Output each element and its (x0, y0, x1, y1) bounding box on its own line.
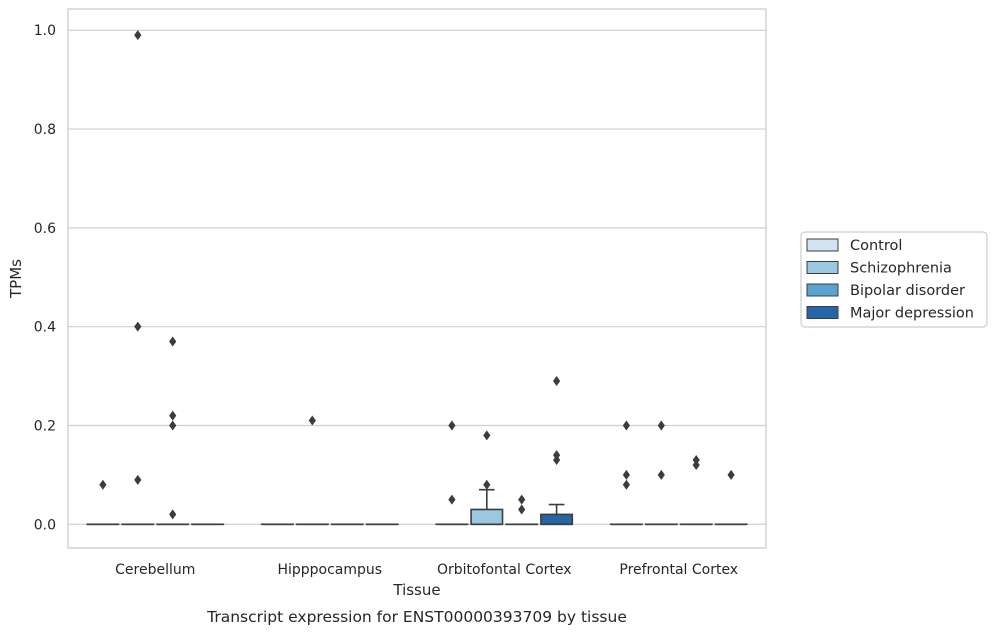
legend-label: Control (850, 238, 902, 254)
outlier-point (657, 469, 665, 480)
plot-frame (67, 8, 767, 549)
outlier-point (483, 430, 491, 441)
outlier-point (657, 420, 665, 431)
x-axis-label: Tissue (392, 581, 440, 599)
outlier-point (622, 420, 630, 431)
outlier-point (134, 321, 142, 332)
outlier-point (518, 504, 526, 515)
outlier-point (308, 415, 316, 426)
outlier-point (134, 474, 142, 485)
box (470, 508, 504, 526)
legend-swatch (806, 238, 839, 252)
outlier-point (448, 494, 456, 505)
box (540, 513, 574, 526)
outlier-point (169, 509, 177, 520)
outlier-point (169, 420, 177, 431)
outlier-point (622, 469, 630, 480)
x-tick-label: Cerebellum (115, 562, 195, 578)
gridlines (68, 29, 766, 525)
outlier-point (169, 336, 177, 347)
outlier-point (692, 460, 700, 471)
y-tick-label: 0.8 (34, 122, 56, 138)
outlier-point (727, 469, 735, 480)
boxes (86, 488, 748, 526)
legend-label: Major depression (850, 306, 974, 322)
outlier-point (99, 479, 107, 490)
legend-label: Bipolar disorder (850, 283, 965, 299)
y-tick-label: 0.4 (34, 320, 56, 336)
x-tick-label: Orbitofontal Cortex (437, 562, 572, 578)
x-tick-labels: Cerebellum Hipppocampus Orbitofontal Corte… (115, 562, 738, 578)
outlier-point (448, 420, 456, 431)
outlier-point (553, 376, 561, 387)
legend-swatch (806, 283, 839, 297)
outlier-point (553, 455, 561, 466)
outlier-point (518, 494, 526, 505)
outlier-point (483, 479, 491, 490)
outlier-point (134, 30, 142, 41)
outlier-point (169, 410, 177, 421)
y-tick-labels: 0.0 0.2 0.4 0.6 0.8 1.0 (34, 23, 56, 533)
y-tick-label: 0.2 (34, 418, 56, 434)
y-axis-label: TPMs (7, 259, 25, 299)
outlier-point (622, 479, 630, 490)
x-tick-label: Hipppocampus (277, 562, 382, 578)
y-tick-label: 1.0 (34, 23, 56, 39)
y-tick-label: 0.6 (34, 221, 56, 237)
legend-frame (800, 231, 988, 328)
legend: Control Schizophrenia Bipolar disorder Majo… (800, 231, 988, 328)
outliers (99, 30, 735, 520)
x-tick-label: Prefrontal Cortex (619, 562, 738, 578)
legend-swatch (806, 261, 839, 274)
legend-swatch (806, 306, 839, 319)
y-tick-label: 0.0 (34, 517, 56, 533)
chart-caption: Transcript expression for ENST0000039370… (206, 608, 627, 626)
legend-label: Schizophrenia (850, 261, 952, 277)
